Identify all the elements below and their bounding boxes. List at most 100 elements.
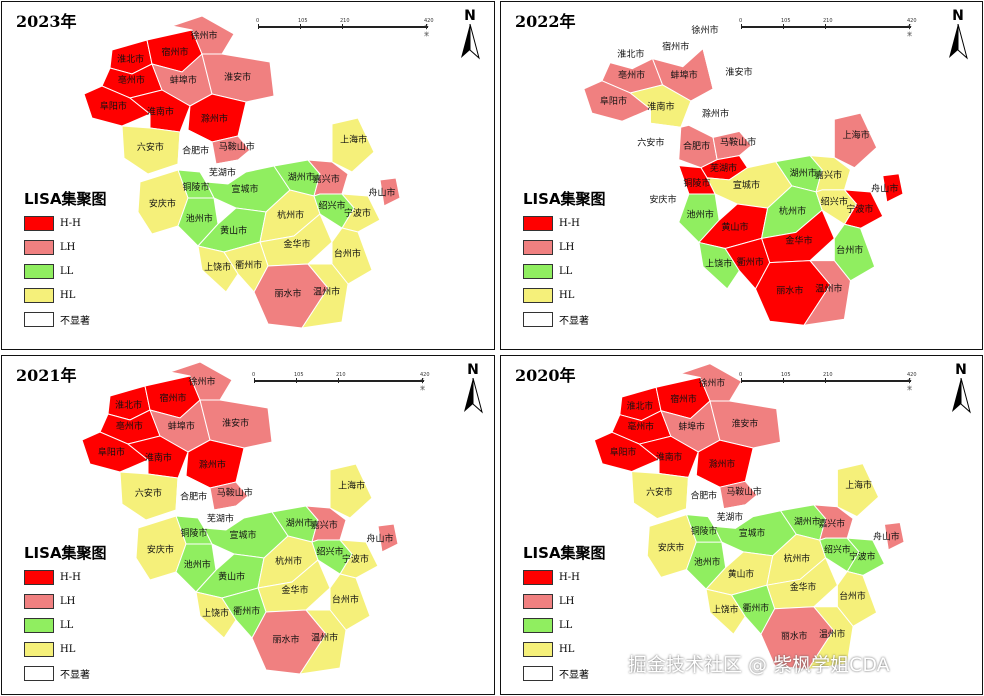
legend-swatch	[523, 288, 553, 303]
legend-label: 不显著	[559, 670, 589, 681]
legend-title: LISA集聚图	[523, 190, 606, 208]
city-label: 淮北市	[627, 400, 654, 412]
scale-tick	[254, 378, 255, 383]
scale-tick-label: 105	[781, 372, 791, 378]
scale-tick	[422, 378, 423, 383]
north-arrow: N	[458, 362, 488, 414]
city-label: 湖州市	[790, 167, 817, 179]
city-label: 宿州市	[670, 393, 697, 405]
city-label: 铜陵市	[180, 527, 207, 539]
region-温州市	[806, 606, 854, 671]
city-label: 台州市	[334, 247, 361, 259]
region-上海市	[833, 112, 878, 169]
city-label: 衢州市	[235, 259, 262, 271]
city-label: 徐州市	[190, 30, 217, 42]
city-label: 衢州市	[233, 605, 260, 617]
city-label: 淮南市	[656, 451, 683, 463]
legend-item-ns: 不显著	[24, 309, 107, 330]
scale-line	[254, 380, 424, 382]
legend-item-lh: LH	[523, 591, 606, 612]
city-label: 黄山市	[728, 568, 755, 580]
legend-label: HL	[559, 644, 575, 655]
legend-item-ll: LL	[523, 615, 606, 636]
scale-line	[258, 26, 428, 28]
city-label: 六安市	[646, 486, 673, 498]
scale-tick	[258, 24, 259, 29]
city-label: 池州市	[694, 556, 721, 568]
city-label: 滁州市	[201, 112, 228, 124]
city-label: 绍兴市	[821, 196, 848, 208]
legend-swatch	[523, 570, 553, 585]
city-label: 杭州市	[784, 553, 811, 565]
scale-tick	[909, 378, 910, 383]
city-label: 宿州市	[159, 392, 186, 404]
scale-tick-label: 420 千米	[420, 372, 430, 392]
city-label: 蚌埠市	[168, 420, 195, 432]
city-label: 宁波市	[849, 551, 876, 563]
region-舟山市	[882, 173, 904, 203]
legend-item-ll: LL	[523, 261, 606, 282]
legend-item-ns: 不显著	[523, 663, 606, 684]
panel-year: 2021年	[16, 366, 77, 385]
city-label: 丽水市	[776, 285, 803, 297]
legend-item-hl: HL	[523, 285, 606, 306]
city-label: 台州市	[836, 244, 863, 256]
scale-tick	[296, 378, 297, 383]
city-label: 丽水市	[274, 288, 301, 300]
scale-line	[741, 380, 911, 382]
scale-tick-label: 420 千米	[907, 18, 917, 38]
city-label: 衢州市	[737, 256, 764, 268]
region-马鞍山市	[712, 130, 753, 161]
city-label: 绍兴市	[316, 546, 343, 558]
city-label: 嘉兴市	[819, 518, 846, 530]
north-arrow: N	[946, 362, 976, 414]
scale-tick	[783, 378, 784, 383]
city-label: 舟山市	[871, 182, 898, 194]
city-label: 嘉兴市	[311, 519, 338, 531]
city-label: 六安市	[135, 487, 162, 499]
legend-swatch	[24, 240, 54, 255]
scale-tick-label: 210	[336, 372, 346, 378]
panel-year: 2023年	[16, 12, 77, 31]
legend-swatch	[523, 618, 553, 633]
city-label: 芜湖市	[717, 511, 744, 523]
city-label: 宿州市	[662, 41, 689, 53]
city-label: 铜陵市	[691, 525, 718, 537]
city-label: 安庆市	[658, 542, 685, 554]
legend-swatch	[523, 264, 553, 279]
city-label: 淮安市	[732, 417, 759, 429]
scale-tick-label: 420 千米	[907, 372, 917, 392]
region-温州市	[300, 263, 349, 329]
legend-label: HL	[559, 290, 575, 301]
city-label: 宣城市	[229, 529, 256, 541]
region-马鞍山市	[719, 480, 758, 510]
city-label: 芜湖市	[207, 512, 234, 524]
city-label: 淮南市	[145, 451, 172, 463]
city-label: 上饶市	[202, 607, 229, 619]
legend-title: LISA集聚图	[24, 190, 107, 208]
city-label: 杭州市	[779, 205, 806, 217]
legend-item-lh: LH	[523, 237, 606, 258]
legend-swatch	[24, 666, 54, 681]
scale-tick-label: 210	[340, 18, 350, 24]
legend-swatch	[24, 288, 54, 303]
city-label: 安庆市	[149, 198, 176, 210]
map-panel-2022: 2022年 淮北市 宿州市 徐州市 亳州市 蚌埠市 阜阳市 淮安市 淮南市 滁州市 六安市 合肥市马…	[500, 1, 983, 350]
city-label: 宣城市	[231, 183, 258, 195]
city-label: 铜陵市	[182, 181, 209, 193]
city-label: 衢州市	[743, 602, 770, 614]
city-label: 徐州市	[188, 376, 215, 388]
legend-item-hh: H-H	[523, 213, 606, 234]
city-label: 淮安市	[725, 66, 752, 78]
legend-swatch	[24, 312, 54, 327]
legend-item-hl: HL	[24, 639, 107, 660]
city-label: 淮安市	[222, 417, 249, 429]
city-label: 宣城市	[739, 527, 766, 539]
city-label: 湖州市	[794, 516, 821, 528]
city-label: 合肥市	[182, 145, 209, 157]
legend-label: H-H	[559, 572, 580, 583]
city-label: 马鞍山市	[217, 486, 253, 498]
city-label: 杭州市	[275, 555, 302, 567]
